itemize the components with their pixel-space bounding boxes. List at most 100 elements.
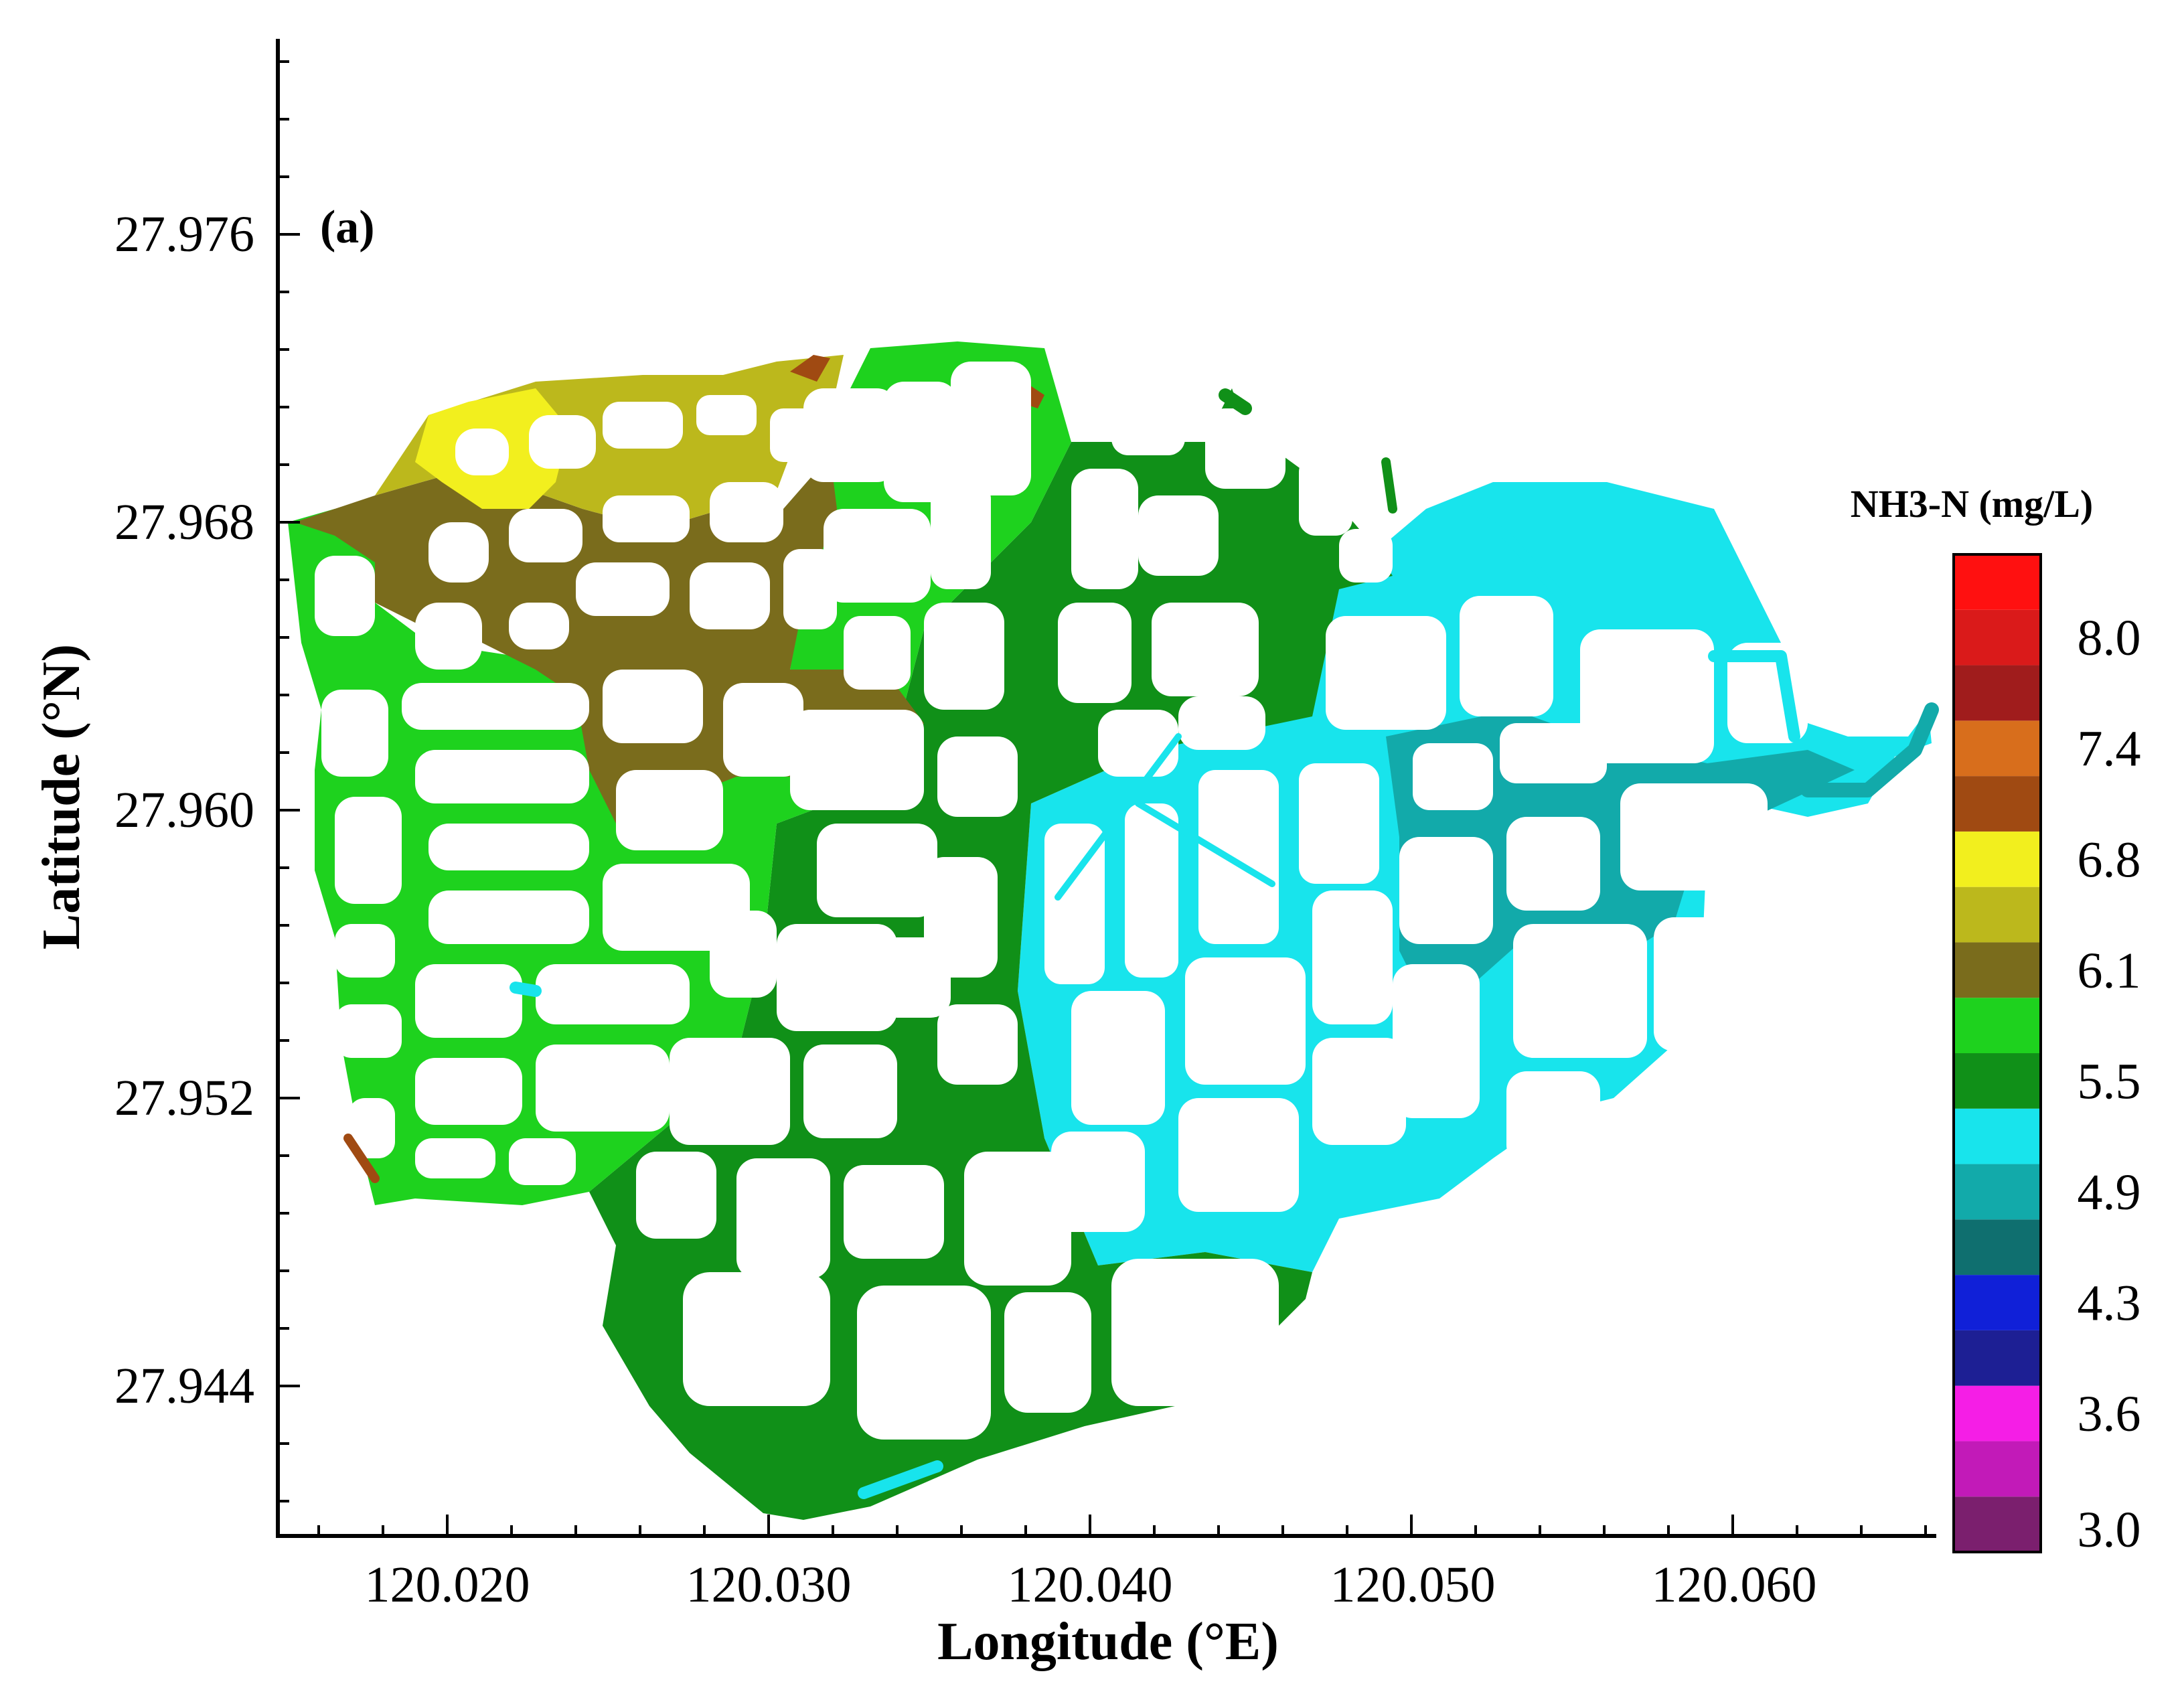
land-parcel [603, 670, 703, 743]
y-tick-label: 27.968 [114, 494, 254, 550]
land-parcel [1312, 891, 1393, 1024]
colorbar-frame [1952, 553, 2042, 1553]
colorbar-label: 7.4 [2078, 721, 2141, 777]
land-parcel [509, 603, 569, 649]
colorbar-label: 8.0 [2078, 610, 2141, 666]
land-parcel [1178, 696, 1265, 750]
land-parcel [1299, 455, 1352, 536]
channel [1219, 388, 1252, 415]
land-parcel [321, 690, 388, 777]
colorbar-band [1954, 1385, 2041, 1442]
land-parcel [844, 1165, 944, 1259]
land-parcel [428, 891, 589, 944]
land-parcel [415, 1058, 522, 1125]
land-parcel [428, 824, 589, 870]
land-parcel [1513, 924, 1647, 1058]
land-parcel [1393, 964, 1480, 1118]
y-tick-label: 27.976 [114, 206, 254, 262]
land-parcel [803, 388, 897, 482]
colorbar-band [1954, 831, 2041, 887]
colorbar-label: 4.9 [2078, 1164, 2141, 1221]
colorbar-band [1954, 609, 2041, 666]
land-parcel [1125, 803, 1178, 978]
colorbar-label: 3.0 [2078, 1502, 2141, 1558]
land-parcel [509, 509, 582, 562]
land-parcel [710, 482, 783, 542]
brown-patch [790, 355, 830, 382]
land-parcel [777, 924, 897, 1031]
land-parcel [1506, 817, 1600, 911]
channel [1135, 800, 1275, 887]
colorbar-band [1954, 886, 2041, 943]
colorbar-band [1954, 720, 2041, 777]
panel-label: (a) [320, 202, 375, 253]
land-parcel [857, 1286, 991, 1440]
colorbar-band [1954, 554, 2041, 610]
colorbar-band [1954, 942, 2041, 998]
channel [510, 982, 542, 997]
land-parcel [1339, 529, 1393, 583]
x-tick-label: 120.030 [686, 1557, 852, 1613]
land-parcel [683, 1272, 830, 1406]
land-parcel [415, 603, 482, 670]
land-parcel [877, 937, 951, 1018]
land-parcel [1299, 763, 1379, 884]
colorbar-band [1954, 1108, 2041, 1164]
y-axis-ticks [278, 60, 300, 1502]
colorbar-band [1954, 1496, 2041, 1552]
x-tick-label: 120.040 [1008, 1557, 1173, 1613]
colorbar-band [1954, 1441, 2041, 1497]
land-parcel [335, 797, 402, 904]
y-tick-label: 27.960 [114, 782, 254, 838]
land-parcel [1399, 837, 1493, 944]
land-parcel [616, 770, 723, 850]
land-parcel [1051, 1132, 1145, 1232]
y-tick-label: 27.952 [114, 1070, 254, 1126]
colorbar-label: 6.8 [2078, 832, 2141, 888]
colorbar-band [1954, 1275, 2041, 1330]
channel [1708, 650, 1800, 743]
land-parcel [529, 415, 596, 469]
land-parcel [335, 1004, 402, 1058]
colorbar-label: 5.5 [2078, 1053, 2141, 1109]
land-parcel [937, 737, 1018, 817]
colorbar-label: 3.6 [2078, 1386, 2141, 1442]
land-parcel [1111, 395, 1185, 455]
land-parcel [710, 911, 777, 998]
land-parcel [428, 522, 489, 583]
land-parcel [415, 1138, 495, 1178]
channel [1381, 457, 1397, 514]
land-parcel [964, 1152, 1071, 1286]
river-network-map [288, 341, 1939, 1520]
land-parcel [603, 495, 690, 542]
land-parcel [1460, 596, 1553, 716]
land-parcel [1071, 469, 1138, 589]
land-parcel [315, 556, 375, 636]
colorbar-band [1954, 665, 2041, 721]
colorbar-band [1954, 998, 2041, 1053]
land-parcel [1058, 603, 1132, 703]
land-parcel [1413, 743, 1493, 810]
land-parcel [1205, 408, 1285, 489]
channel [343, 1134, 380, 1183]
land-parcel [824, 509, 931, 603]
land-parcel [509, 1138, 576, 1185]
land-parcel [348, 1098, 395, 1158]
x-tick-label: 120.060 [1652, 1557, 1817, 1613]
land-parcel [690, 562, 770, 629]
land-parcel [1312, 1038, 1406, 1145]
land-parcel [1178, 1098, 1299, 1212]
land-parcel [696, 395, 757, 435]
x-tick-label: 120.050 [1330, 1557, 1496, 1613]
land-parcel [790, 710, 924, 810]
land-parcel [1044, 824, 1105, 984]
land-parcel [736, 1158, 830, 1279]
channel [1462, 504, 1571, 607]
land-parcel [1138, 495, 1219, 576]
land-parcel [931, 482, 991, 589]
colorbar-band [1954, 1164, 2041, 1220]
legend-title: NH3-N (mg/L) [1851, 482, 2093, 526]
land-parcel [1620, 783, 1768, 891]
land-parcel [1185, 957, 1306, 1085]
land-parcel [576, 562, 670, 616]
